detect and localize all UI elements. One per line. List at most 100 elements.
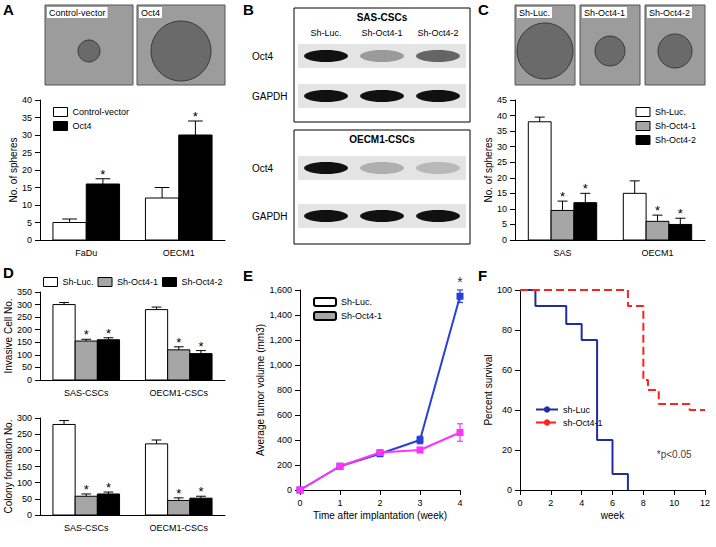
svg-text:Sh-Oct4-2: Sh-Oct4-2 xyxy=(649,8,690,18)
svg-text:*: * xyxy=(193,109,198,124)
svg-text:FaDu: FaDu xyxy=(75,248,97,258)
svg-text:Sh-Oct4-1: Sh-Oct4-1 xyxy=(655,121,696,131)
svg-text:*: * xyxy=(84,327,89,342)
svg-text:1,400: 1,400 xyxy=(269,310,292,320)
svg-text:Sh-Luc.: Sh-Luc. xyxy=(310,28,341,38)
svg-text:Invasive Cell No.: Invasive Cell No. xyxy=(3,298,14,373)
svg-text:Time after implantation (week): Time after implantation (week) xyxy=(313,510,447,521)
svg-text:Sh-Oct4-1: Sh-Oct4-1 xyxy=(341,311,382,321)
svg-text:Sh-Luc.: Sh-Luc. xyxy=(655,107,686,117)
svg-text:40: 40 xyxy=(497,111,507,121)
svg-text:GAPDH: GAPDH xyxy=(252,91,288,102)
svg-text:80: 80 xyxy=(502,325,512,335)
svg-text:SAS: SAS xyxy=(553,248,571,258)
svg-text:Oct4: Oct4 xyxy=(141,8,160,18)
svg-text:SAS-CSCs: SAS-CSCs xyxy=(357,12,408,23)
svg-text:0: 0 xyxy=(287,485,292,495)
svg-text:4: 4 xyxy=(579,498,584,508)
svg-text:10: 10 xyxy=(669,498,679,508)
svg-text:25: 25 xyxy=(497,157,507,167)
svg-text:OECM1: OECM1 xyxy=(163,248,195,258)
svg-text:*: * xyxy=(678,206,683,221)
svg-text:Sh-Oct4-2: Sh-Oct4-2 xyxy=(182,277,223,287)
svg-text:*: * xyxy=(583,181,588,196)
svg-text:SAS-CSCs: SAS-CSCs xyxy=(64,523,109,533)
svg-text:20: 20 xyxy=(22,165,32,175)
svg-text:50: 50 xyxy=(22,362,32,372)
svg-text:*: * xyxy=(176,335,181,350)
svg-text:No. of spheres: No. of spheres xyxy=(8,137,19,202)
svg-text:Sh-Oct4-2: Sh-Oct4-2 xyxy=(655,135,696,145)
svg-text:2: 2 xyxy=(548,498,553,508)
svg-text:40: 40 xyxy=(22,95,32,105)
svg-text:200: 200 xyxy=(17,325,32,335)
svg-text:*: * xyxy=(100,167,105,182)
svg-text:OECM1-CSCs: OECM1-CSCs xyxy=(149,388,208,398)
svg-text:10: 10 xyxy=(22,200,32,210)
svg-text:*: * xyxy=(106,326,111,341)
svg-text:350: 350 xyxy=(17,287,32,297)
svg-text:250: 250 xyxy=(17,429,32,439)
svg-text:GAPDH: GAPDH xyxy=(252,211,288,222)
svg-text:Control-vector: Control-vector xyxy=(49,8,106,18)
svg-text:D: D xyxy=(3,264,14,281)
svg-text:300: 300 xyxy=(17,300,32,310)
svg-text:20: 20 xyxy=(497,173,507,183)
svg-text:100: 100 xyxy=(17,478,32,488)
svg-text:B: B xyxy=(243,1,254,18)
svg-text:sh-Oct4-1: sh-Oct4-1 xyxy=(563,418,603,428)
svg-text:4: 4 xyxy=(457,498,462,508)
svg-text:*: * xyxy=(106,480,111,495)
svg-text:No. of spheres: No. of spheres xyxy=(483,137,494,202)
svg-text:30: 30 xyxy=(22,130,32,140)
svg-text:5: 5 xyxy=(502,219,507,229)
svg-text:0: 0 xyxy=(502,235,507,245)
svg-text:Sh-Luc.: Sh-Luc. xyxy=(519,8,550,18)
svg-text:0: 0 xyxy=(27,375,32,385)
svg-text:sh-Luc: sh-Luc xyxy=(563,405,591,415)
svg-text:*p<0.05: *p<0.05 xyxy=(657,449,692,460)
svg-text:250: 250 xyxy=(17,312,32,322)
svg-text:2: 2 xyxy=(377,498,382,508)
svg-text:40: 40 xyxy=(502,405,512,415)
svg-text:Percent survival: Percent survival xyxy=(483,354,494,425)
svg-text:5: 5 xyxy=(27,218,32,228)
svg-text:1: 1 xyxy=(337,498,342,508)
svg-text:*: * xyxy=(84,482,89,497)
svg-text:100: 100 xyxy=(497,285,512,295)
svg-text:*: * xyxy=(198,484,203,499)
svg-text:150: 150 xyxy=(17,462,32,472)
svg-text:E: E xyxy=(243,267,253,284)
svg-text:400: 400 xyxy=(277,435,292,445)
svg-text:3: 3 xyxy=(417,498,422,508)
svg-text:0: 0 xyxy=(507,485,512,495)
svg-text:Sh-Luc.: Sh-Luc. xyxy=(63,277,94,287)
svg-text:0: 0 xyxy=(27,235,32,245)
svg-text:20: 20 xyxy=(502,445,512,455)
svg-text:A: A xyxy=(3,1,14,18)
svg-text:200: 200 xyxy=(277,460,292,470)
svg-text:1,200: 1,200 xyxy=(269,335,292,345)
svg-text:1,000: 1,000 xyxy=(269,360,292,370)
svg-text:Oct4: Oct4 xyxy=(73,121,92,131)
svg-text:30: 30 xyxy=(497,142,507,152)
svg-text:100: 100 xyxy=(17,350,32,360)
svg-text:0: 0 xyxy=(517,498,522,508)
svg-text:8: 8 xyxy=(641,498,646,508)
svg-text:F: F xyxy=(478,267,487,284)
svg-text:*: * xyxy=(457,274,463,290)
svg-text:*: * xyxy=(198,339,203,354)
svg-text:Colony formation No.: Colony formation No. xyxy=(3,420,14,514)
svg-text:Oct4: Oct4 xyxy=(252,163,274,174)
svg-text:200: 200 xyxy=(17,445,32,455)
svg-text:0: 0 xyxy=(27,510,32,520)
svg-text:45: 45 xyxy=(497,95,507,105)
svg-text:50: 50 xyxy=(22,494,32,504)
svg-text:*: * xyxy=(176,486,181,501)
svg-text:300: 300 xyxy=(17,413,32,423)
svg-text:SAS-CSCs: SAS-CSCs xyxy=(64,388,109,398)
svg-text:0: 0 xyxy=(297,498,302,508)
svg-text:15: 15 xyxy=(22,183,32,193)
svg-text:12: 12 xyxy=(700,498,710,508)
svg-text:10: 10 xyxy=(497,204,507,214)
